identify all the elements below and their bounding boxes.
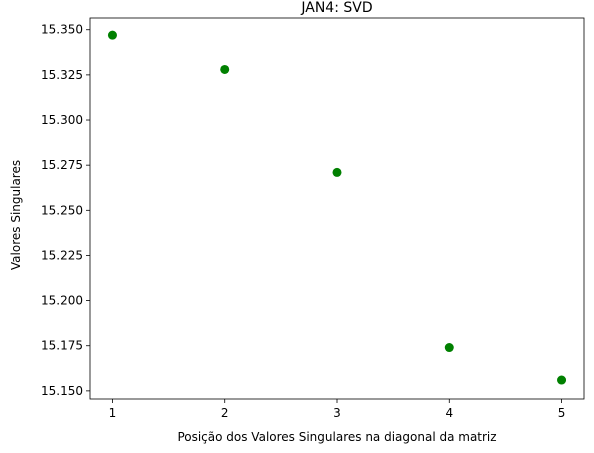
y-tick-label: 15.175 [41, 339, 83, 353]
x-tick-label: 5 [558, 406, 566, 420]
scatter-points [107, 30, 567, 385]
x-tick-label: 1 [109, 406, 117, 420]
y-axis-title: Valores Singulares [9, 160, 23, 270]
y-tick-label: 15.325 [41, 68, 83, 82]
x-tick-label: 4 [445, 406, 453, 420]
y-tick-label: 15.350 [41, 23, 83, 37]
y-tick-label: 15.300 [41, 113, 83, 127]
y-tick-label: 15.200 [41, 294, 83, 308]
x-tick-label: 3 [333, 406, 341, 420]
y-tick-label: 15.275 [41, 158, 83, 172]
y-tick-label: 15.250 [41, 203, 83, 217]
data-point [557, 375, 567, 385]
y-tick-label: 15.150 [41, 384, 83, 398]
chart-title: JAN4: SVD [300, 0, 372, 16]
x-axis: 1 2 3 4 5 [109, 399, 566, 420]
data-point [107, 30, 117, 40]
data-point [444, 343, 454, 353]
y-tick-label: 15.225 [41, 248, 83, 262]
x-axis-title: Posição dos Valores Singulares na diagon… [177, 430, 496, 444]
data-point [220, 64, 230, 74]
plot-area [89, 17, 585, 400]
x-tick-label: 2 [221, 406, 229, 420]
data-point [332, 167, 342, 177]
y-axis: 15.150 15.175 15.200 15.225 15.250 15.275 15.3… [41, 23, 90, 398]
